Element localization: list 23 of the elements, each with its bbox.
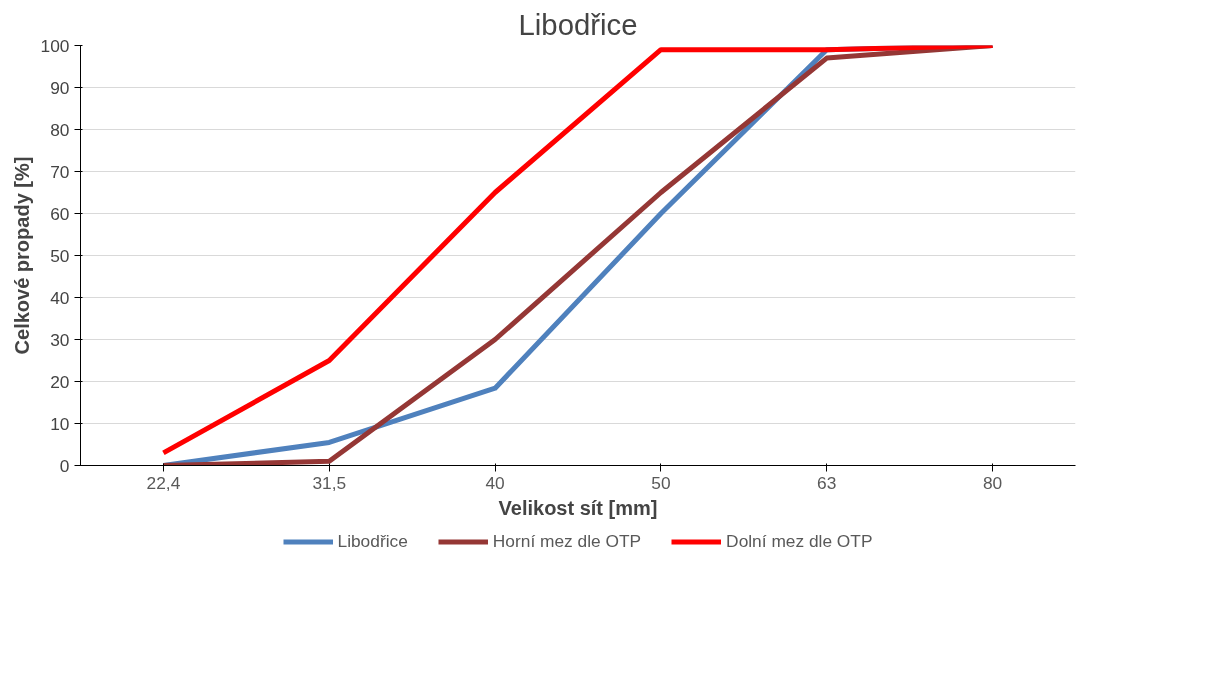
x-tick-label: 22,4 [146, 472, 181, 493]
y-axis-title: Celkové propady [%] [10, 156, 33, 355]
x-tick-label: 80 [982, 472, 1003, 493]
y-tick-label: 80 [50, 119, 70, 140]
legend-label: Dolní mez dle OTP [726, 530, 873, 552]
x-tick-label: 50 [651, 472, 671, 493]
y-tick-label: 0 [59, 455, 70, 476]
x-tick-label: 63 [817, 472, 837, 493]
x-tick-label: 31,5 [312, 472, 347, 493]
x-axis-title: Velikost sít [mm] [498, 496, 658, 519]
chart-title: Libodřice [518, 7, 638, 41]
y-tick-label: 50 [50, 245, 70, 266]
y-tick-label: 60 [50, 203, 70, 224]
legend-label: Libodřice [337, 530, 408, 552]
legend-label: Horní mez dle OTP [492, 530, 642, 552]
y-tick-label: 10 [50, 413, 70, 434]
y-tick-label: 40 [50, 287, 70, 308]
y-tick-label: 30 [50, 329, 70, 350]
y-tick-label: 90 [50, 77, 70, 98]
y-tick-label: 20 [50, 371, 70, 392]
x-tick-label: 40 [485, 472, 505, 493]
y-tick-label: 100 [40, 35, 70, 56]
y-tick-label: 70 [50, 161, 70, 182]
